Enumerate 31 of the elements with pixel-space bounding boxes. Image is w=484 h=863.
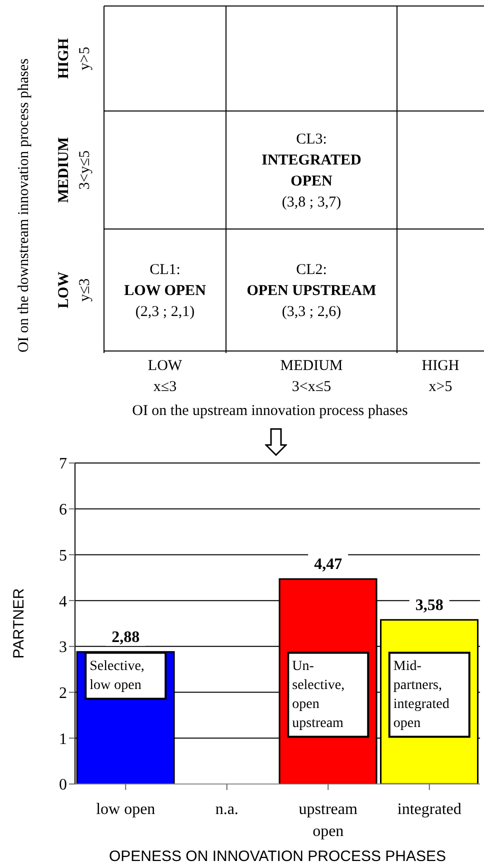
annotation: Mid- partners, integrated open <box>393 658 450 731</box>
category-label: LOW y≤3 <box>56 272 93 308</box>
y-tick-label: 7 <box>59 456 67 473</box>
y-axis-title: PARTNER <box>10 588 28 659</box>
annotation: Selective, low open <box>90 658 144 693</box>
x-tick-label: low open <box>96 801 156 818</box>
x-tick-label: n.a. <box>215 801 238 818</box>
data-label: 4,47 <box>314 556 342 574</box>
y-tick-label: 5 <box>59 547 67 564</box>
text: OI on the upstream innovation process phases <box>132 403 408 419</box>
category-label: MEDIUM 3<y≤5 <box>56 137 93 203</box>
y-tick-label: 2 <box>59 684 67 702</box>
category-label: HIGH x>5 <box>422 358 460 395</box>
text: OI on the downstream innovation process phases <box>16 58 32 353</box>
y-tick-label: 4 <box>59 593 67 610</box>
annotation: Un- selective, open upstream <box>292 658 345 731</box>
x-axis-title: OPENESS ON INNOVATION PROCESS PHASES <box>108 848 446 863</box>
y-tick-label: 0 <box>59 776 67 794</box>
text: CL3: INTEGRATED OPEN (3,8 ; 3,7) <box>262 132 362 210</box>
data-label: 3,58 <box>415 596 444 614</box>
category-label: HIGH y>5 <box>56 38 93 79</box>
y-tick-label: 1 <box>59 730 67 748</box>
x-tick-label: upstream open <box>298 801 358 840</box>
category-label: LOW x≤3 <box>148 358 183 395</box>
y-tick-label: 3 <box>59 639 67 656</box>
category-label: MEDIUM 3<x≤5 <box>280 358 343 395</box>
data-label: 2,88 <box>112 628 140 646</box>
x-tick-label: integrated <box>397 801 462 818</box>
text: CL1: LOW OPEN (2,3 ; 2,1) <box>124 262 206 320</box>
y-tick-label: 6 <box>59 502 67 519</box>
text: CL2: OPEN UPSTREAM (3,3 ; 2,6) <box>246 262 376 320</box>
